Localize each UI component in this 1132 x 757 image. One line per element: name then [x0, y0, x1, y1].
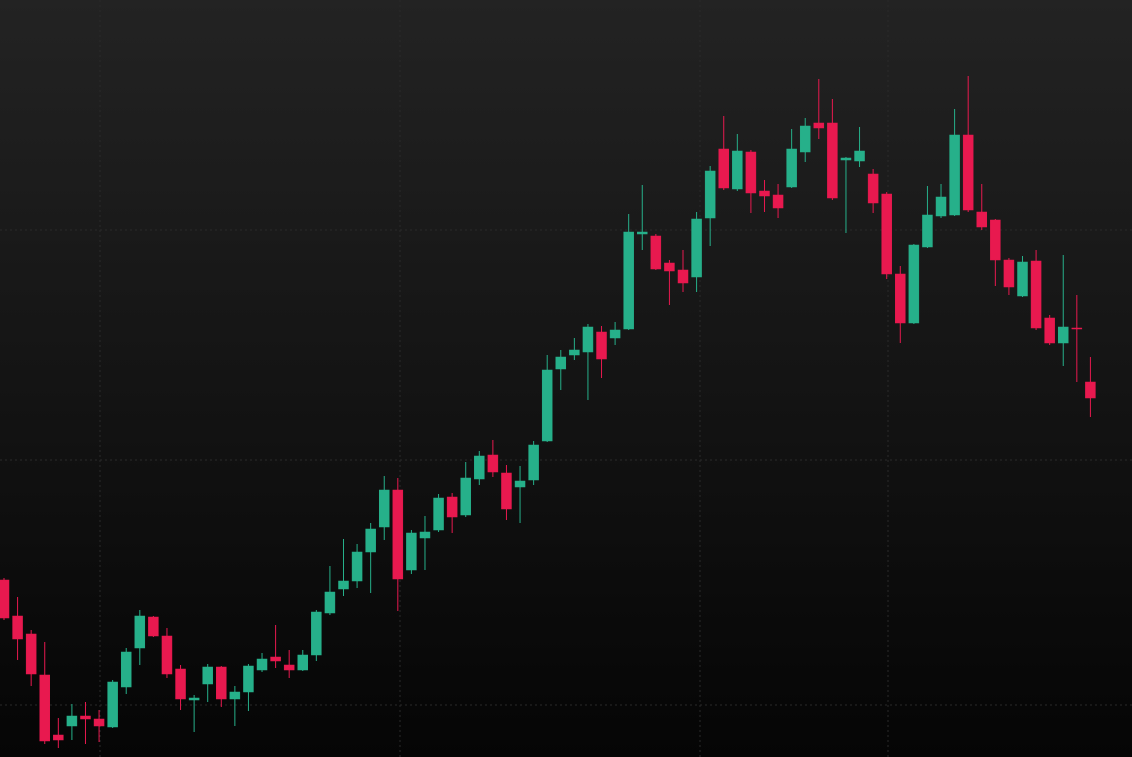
candle-body	[623, 231, 634, 330]
candle-body	[1085, 381, 1096, 399]
candle-body	[283, 664, 295, 671]
candle-body	[895, 273, 906, 324]
candle-body	[1071, 327, 1083, 330]
candle-body	[311, 611, 322, 656]
candle-body	[406, 532, 417, 571]
candle-body	[704, 170, 716, 219]
candle-body	[256, 658, 268, 671]
candle-body	[93, 718, 105, 727]
candle-body	[25, 633, 37, 675]
candle-body	[474, 455, 485, 480]
candle-body	[107, 681, 118, 728]
candle-body	[528, 444, 539, 481]
candle-body	[664, 262, 675, 272]
candle-body	[541, 369, 553, 442]
candle-body	[881, 193, 892, 275]
candle-body	[867, 173, 879, 204]
candle-body	[338, 580, 349, 590]
candle-body	[596, 331, 607, 360]
candle-body	[799, 125, 811, 153]
candle-body	[650, 235, 662, 270]
candle-body	[745, 151, 757, 194]
candle-body	[569, 349, 580, 356]
candle-body	[582, 326, 594, 353]
candle-body	[202, 666, 213, 685]
candle-body	[1044, 317, 1055, 344]
candle-body	[732, 150, 743, 190]
candle-body	[922, 214, 933, 248]
candle-body	[1017, 261, 1028, 297]
candle-body	[66, 715, 78, 727]
candle-body	[229, 691, 241, 700]
candle-body	[446, 496, 458, 518]
candle-body	[1003, 259, 1015, 288]
candle-body	[637, 231, 648, 235]
candle-body	[148, 616, 159, 637]
candle-body	[718, 148, 729, 189]
candle-body	[1057, 326, 1069, 344]
candle-body	[962, 134, 974, 211]
candle-body	[514, 480, 526, 488]
candle-body	[433, 497, 444, 531]
candle-body	[759, 190, 770, 197]
candle-body	[161, 635, 173, 675]
candle-body	[976, 211, 988, 228]
candle-body	[297, 654, 309, 671]
candle-body	[351, 551, 363, 582]
candle-body	[840, 157, 852, 161]
candle-body	[813, 122, 825, 129]
candle-body	[216, 666, 227, 700]
candle-body	[677, 269, 689, 284]
candle-body	[324, 591, 336, 614]
candle-body	[53, 734, 64, 741]
candle-body	[772, 194, 784, 209]
candle-body	[12, 615, 23, 640]
candle-body	[243, 665, 254, 693]
candle-body	[39, 674, 50, 742]
candle-body	[908, 244, 920, 324]
candle-body	[990, 219, 1001, 261]
candle-body	[365, 528, 376, 553]
candle-body	[120, 651, 132, 688]
candle-body	[80, 715, 91, 720]
candle-body	[949, 134, 960, 216]
candle-body	[419, 531, 431, 539]
candle-body	[935, 196, 947, 217]
candle-body	[188, 697, 200, 701]
candle-body	[555, 356, 567, 370]
candle-body	[378, 489, 390, 528]
candle-body	[854, 150, 865, 162]
candle-body	[609, 329, 621, 339]
candle-body	[270, 656, 281, 662]
candle-body	[134, 615, 146, 649]
candle-body	[175, 668, 186, 700]
plot	[0, 76, 1096, 748]
candle-body	[786, 148, 797, 188]
candle-body	[392, 489, 404, 580]
candle-body	[0, 579, 10, 619]
candle-body	[827, 122, 838, 199]
candle-body	[460, 477, 471, 516]
candle-body	[487, 454, 499, 473]
candle-body	[501, 472, 512, 510]
candle-body	[691, 218, 702, 278]
candle-body	[1030, 260, 1042, 329]
